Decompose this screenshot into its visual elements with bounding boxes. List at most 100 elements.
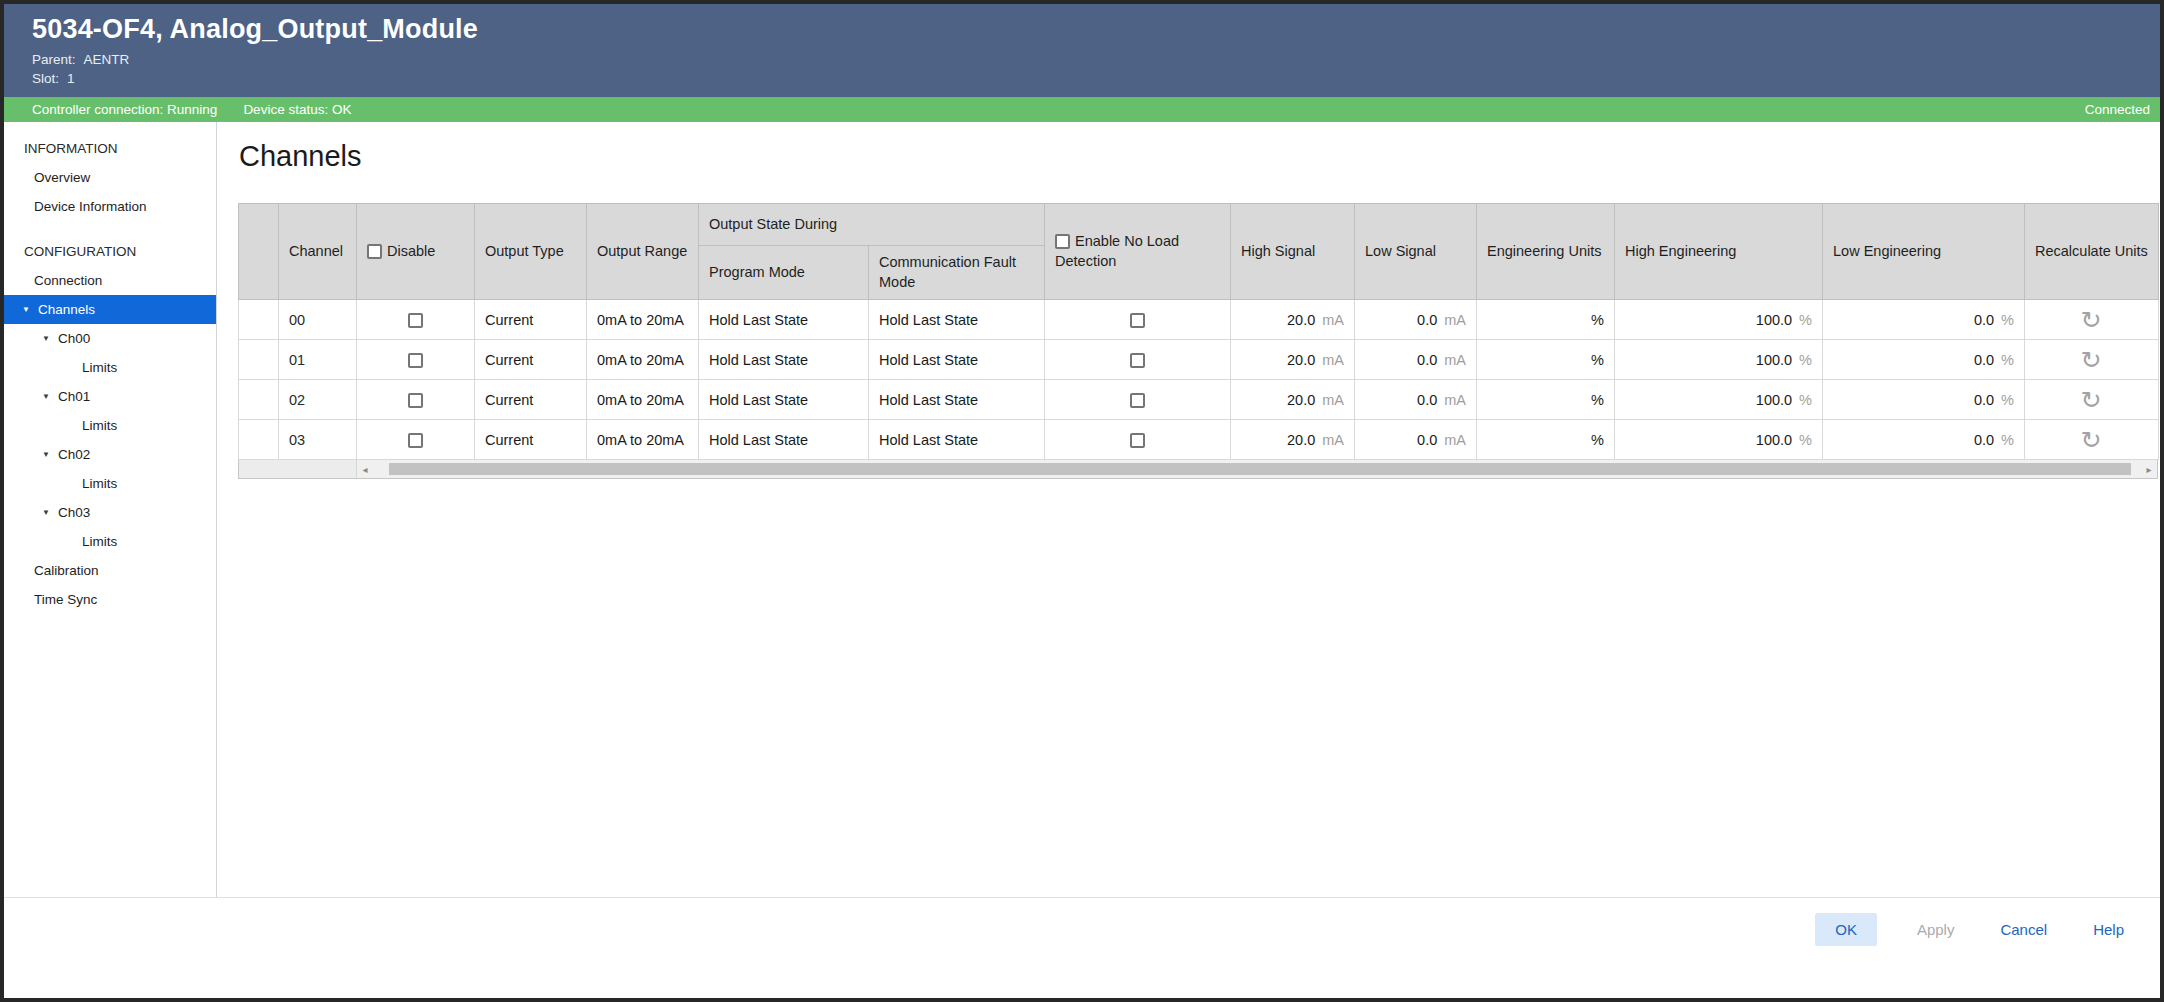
sidebar-item-device-information[interactable]: Device Information xyxy=(4,192,216,221)
sidebar-item-ch00[interactable]: ▼Ch00 xyxy=(4,324,216,353)
output-range-header: Output Range xyxy=(587,204,699,300)
program-mode-cell[interactable]: Hold Last State xyxy=(699,340,869,380)
chevron-down-icon[interactable]: ▼ xyxy=(22,295,38,324)
module-properties-window: 5034-OF4, Analog_Output_Module Parent:AE… xyxy=(0,0,2164,1002)
sidebar-item-time-sync[interactable]: Time Sync xyxy=(4,585,216,614)
sidebar-item-label: Ch03 xyxy=(58,505,90,520)
disable-cell xyxy=(357,380,475,420)
sidebar-item-ch02[interactable]: ▼Ch02 xyxy=(4,440,216,469)
high-signal-cell[interactable]: 20.0mA xyxy=(1231,380,1355,420)
chevron-down-icon[interactable]: ▼ xyxy=(42,498,58,527)
sidebar-item-ch03[interactable]: ▼Ch03 xyxy=(4,498,216,527)
device-status: Device status: OK xyxy=(243,102,351,117)
low-engineering-cell[interactable]: 0.0% xyxy=(1823,340,2025,380)
comm-fault-mode-cell[interactable]: Hold Last State xyxy=(869,420,1045,460)
chevron-down-icon[interactable]: ▼ xyxy=(42,324,58,353)
high-signal-cell[interactable]: 20.0mA xyxy=(1231,420,1355,460)
program-mode-cell[interactable]: Hold Last State xyxy=(699,420,869,460)
low-engineering-header: Low Engineering xyxy=(1823,204,2025,300)
recalculate-icon[interactable]: ↻ xyxy=(2081,308,2102,332)
enable-no-load-checkbox[interactable] xyxy=(1130,353,1145,368)
row-selector[interactable] xyxy=(239,420,279,460)
output-range-cell[interactable]: 0mA to 20mA xyxy=(587,300,699,340)
row-selector[interactable] xyxy=(239,300,279,340)
comm-fault-mode-cell[interactable]: Hold Last State xyxy=(869,380,1045,420)
disable-checkbox[interactable] xyxy=(408,313,423,328)
output-range-cell[interactable]: 0mA to 20mA xyxy=(587,420,699,460)
enable-no-load-all-checkbox[interactable] xyxy=(1055,234,1070,249)
sidebar-item-overview[interactable]: Overview xyxy=(4,163,216,192)
enable-no-load-checkbox[interactable] xyxy=(1130,433,1145,448)
row-selector[interactable] xyxy=(239,340,279,380)
horizontal-scrollbar[interactable]: ◂ ▸ xyxy=(238,460,2158,479)
chevron-down-icon[interactable]: ▼ xyxy=(42,382,58,411)
output-range-cell[interactable]: 0mA to 20mA xyxy=(587,340,699,380)
sidebar-item-ch00-limits[interactable]: Limits xyxy=(4,353,216,382)
engineering-units-cell[interactable]: % xyxy=(1477,300,1615,340)
apply-button[interactable]: Apply xyxy=(1911,913,1961,946)
sidebar-item-ch01[interactable]: ▼Ch01 xyxy=(4,382,216,411)
scroll-left-icon[interactable]: ◂ xyxy=(357,460,373,478)
page-title: 5034-OF4, Analog_Output_Module xyxy=(32,14,2160,45)
high-engineering-cell[interactable]: 100.0% xyxy=(1615,300,1823,340)
disable-header: Disable xyxy=(357,204,475,300)
output-state-group-header: Output State During xyxy=(699,204,1045,246)
output-type-cell[interactable]: Current xyxy=(475,340,587,380)
low-engineering-cell[interactable]: 0.0% xyxy=(1823,380,2025,420)
disable-checkbox[interactable] xyxy=(408,353,423,368)
scrollbar-track[interactable] xyxy=(373,460,2141,478)
comm-fault-mode-cell[interactable]: Hold Last State xyxy=(869,340,1045,380)
enable-no-load-checkbox[interactable] xyxy=(1130,393,1145,408)
sidebar-item-calibration[interactable]: Calibration xyxy=(4,556,216,585)
comm-fault-mode-cell[interactable]: Hold Last State xyxy=(869,300,1045,340)
engineering-units-cell[interactable]: % xyxy=(1477,420,1615,460)
sidebar-item-ch02-limits[interactable]: Limits xyxy=(4,469,216,498)
program-mode-cell[interactable]: Hold Last State xyxy=(699,380,869,420)
disable-cell xyxy=(357,300,475,340)
channels-heading: Channels xyxy=(239,140,2160,173)
high-engineering-cell[interactable]: 100.0% xyxy=(1615,340,1823,380)
disable-all-checkbox[interactable] xyxy=(367,244,382,259)
cancel-button[interactable]: Cancel xyxy=(1994,913,2053,946)
disable-checkbox[interactable] xyxy=(408,433,423,448)
low-engineering-cell[interactable]: 0.0% xyxy=(1823,300,2025,340)
recalculate-icon[interactable]: ↻ xyxy=(2081,428,2102,452)
comm-fault-mode-header: Communication Fault Mode xyxy=(869,246,1045,300)
scrollbar-thumb[interactable] xyxy=(389,463,2131,475)
high-engineering-cell[interactable]: 100.0% xyxy=(1615,380,1823,420)
channel-cell: 00 xyxy=(279,300,357,340)
recalculate-icon[interactable]: ↻ xyxy=(2081,388,2102,412)
output-range-cell[interactable]: 0mA to 20mA xyxy=(587,380,699,420)
high-engineering-cell[interactable]: 100.0% xyxy=(1615,420,1823,460)
row-selector[interactable] xyxy=(239,380,279,420)
high-signal-cell[interactable]: 20.0mA xyxy=(1231,300,1355,340)
ok-button[interactable]: OK xyxy=(1815,913,1877,946)
channel-cell: 02 xyxy=(279,380,357,420)
low-signal-cell[interactable]: 0.0mA xyxy=(1355,380,1477,420)
program-mode-cell[interactable]: Hold Last State xyxy=(699,300,869,340)
output-type-cell[interactable]: Current xyxy=(475,300,587,340)
enable-no-load-checkbox[interactable] xyxy=(1130,313,1145,328)
disable-checkbox[interactable] xyxy=(408,393,423,408)
high-signal-cell[interactable]: 20.0mA xyxy=(1231,340,1355,380)
low-signal-cell[interactable]: 0.0mA xyxy=(1355,340,1477,380)
sidebar-item-channels[interactable]: ▼Channels xyxy=(4,295,216,324)
engineering-units-cell[interactable]: % xyxy=(1477,380,1615,420)
engineering-units-cell[interactable]: % xyxy=(1477,340,1615,380)
recalculate-icon[interactable]: ↻ xyxy=(2081,348,2102,372)
help-button[interactable]: Help xyxy=(2087,913,2130,946)
engineering-units-header: Engineering Units xyxy=(1477,204,1615,300)
row-selector-header xyxy=(239,204,279,300)
recalculate-cell: ↻ xyxy=(2025,380,2159,420)
channel-cell: 03 xyxy=(279,420,357,460)
sidebar-item-ch01-limits[interactable]: Limits xyxy=(4,411,216,440)
low-signal-cell[interactable]: 0.0mA xyxy=(1355,420,1477,460)
chevron-down-icon[interactable]: ▼ xyxy=(42,440,58,469)
output-type-cell[interactable]: Current xyxy=(475,420,587,460)
low-engineering-cell[interactable]: 0.0% xyxy=(1823,420,2025,460)
low-signal-cell[interactable]: 0.0mA xyxy=(1355,300,1477,340)
sidebar-item-connection[interactable]: Connection xyxy=(4,266,216,295)
sidebar-item-ch03-limits[interactable]: Limits xyxy=(4,527,216,556)
scroll-right-icon[interactable]: ▸ xyxy=(2141,460,2157,478)
output-type-cell[interactable]: Current xyxy=(475,380,587,420)
